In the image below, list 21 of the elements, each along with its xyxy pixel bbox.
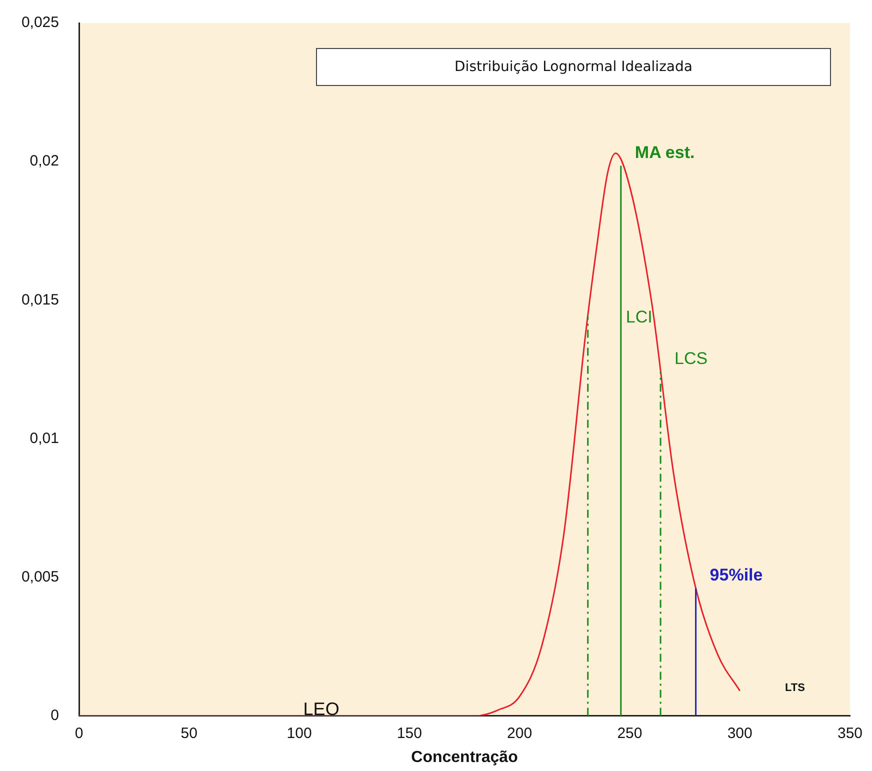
annotation: LTS (785, 682, 805, 694)
x-tick-label: 300 (727, 724, 752, 742)
ref-line-label: LCI (626, 307, 652, 326)
y-tick-label: 0,005 (21, 568, 59, 586)
y-tick-label: 0,01 (30, 430, 59, 447)
y-tick-label: 0 (50, 706, 59, 724)
x-tick-label: 350 (837, 724, 863, 742)
ref-line-label: MA est. (634, 142, 695, 162)
x-tick-label: 200 (507, 724, 532, 742)
x-tick-label: 150 (396, 724, 422, 742)
x-tick-label: 0 (74, 724, 84, 742)
annotation: LEO (303, 698, 340, 719)
x-tick-label: 100 (286, 724, 312, 742)
x-axis-title: Concentração (411, 748, 518, 766)
y-tick-label: 0,025 (21, 14, 59, 32)
x-tick-label: 50 (180, 724, 198, 742)
x-tick-label: 250 (617, 724, 642, 742)
ref-line-label: LCS (674, 348, 708, 368)
y-tick-label: 0,02 (30, 152, 59, 170)
ref-line-label: 95%ile (710, 566, 763, 585)
y-tick-label: 0,015 (21, 291, 59, 308)
